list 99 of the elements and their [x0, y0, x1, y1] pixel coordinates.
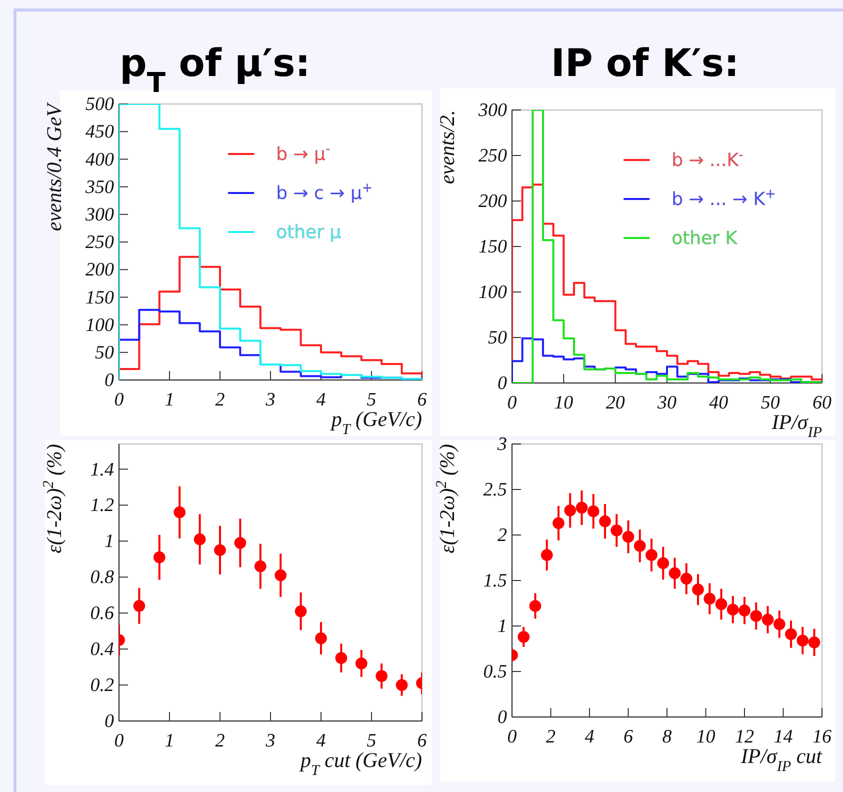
x-tick-label: 6 [624, 726, 634, 748]
x-tick-label: 40 [709, 392, 729, 414]
point [274, 569, 287, 582]
point [726, 604, 739, 616]
y-tick-label: 100 [478, 282, 508, 304]
chart-title: p$_{T}$ of μ′s: [120, 41, 310, 98]
point [796, 634, 809, 646]
point [680, 572, 692, 585]
y-tick-label: 200 [478, 191, 508, 212]
y-tick-label: 50 [488, 328, 508, 349]
y-tick-label: 1.5 [483, 570, 507, 592]
point [646, 549, 658, 561]
legend-label: b → ...K$^{-}$ [672, 148, 744, 171]
point [315, 632, 327, 644]
y-tick-label: 0.4 [90, 639, 114, 660]
y-tick-label: 0.5 [483, 662, 507, 683]
y-axis-title: events/2. [435, 110, 459, 184]
y-tick-label: 300 [478, 100, 508, 122]
y-tick-label: 3 [496, 434, 507, 456]
point [335, 652, 348, 664]
y-tick-label: 250 [86, 232, 114, 254]
x-tick-label: 2 [215, 389, 226, 410]
point [133, 600, 146, 612]
y-tick-label: 0.2 [90, 675, 114, 696]
point [762, 614, 774, 626]
y-axis-title: events/0.4 GeV [42, 102, 66, 232]
y-tick-label: 250 [478, 146, 508, 167]
y-tick-label: 150 [86, 287, 114, 308]
point [599, 515, 611, 528]
y-tick-label: 2.5 [483, 480, 507, 501]
legend-label: other K [672, 228, 738, 249]
point [355, 658, 368, 670]
x-tick-label: 1 [164, 389, 174, 410]
point [254, 560, 266, 572]
legend-label: other μ [276, 222, 342, 243]
y-tick-label: 1.4 [90, 459, 114, 480]
x-tick-label: 1 [164, 730, 174, 752]
y-tick-label: 1.2 [90, 495, 114, 516]
y-tick-label: 0 [498, 373, 508, 394]
x-tick-label: 4 [584, 726, 595, 748]
point [622, 530, 634, 543]
x-tick-label: 8 [662, 726, 672, 748]
point [214, 544, 226, 556]
chart-title: IP of K′s: [550, 41, 740, 85]
x-tick-label: 4 [316, 389, 326, 410]
point [174, 506, 186, 518]
point [773, 618, 786, 630]
point [750, 610, 762, 622]
point [376, 670, 388, 682]
y-tick-label: 300 [84, 204, 114, 226]
point [657, 557, 670, 570]
point [294, 605, 307, 618]
y-tick-label: 100 [86, 314, 114, 336]
y-tick-label: 50 [95, 342, 114, 364]
point [396, 679, 408, 691]
point [552, 517, 564, 530]
point [587, 505, 600, 518]
point [692, 584, 704, 596]
legend-label: b → μ$^{-}$ [276, 142, 330, 165]
y-tick-label: 0.6 [90, 603, 114, 624]
y-tick-label: 350 [84, 176, 114, 198]
y-tick-label: 0 [104, 370, 114, 392]
y-tick-label: 450 [86, 122, 114, 143]
point [715, 598, 728, 610]
point [540, 549, 553, 561]
y-tick-label: 0 [498, 707, 508, 728]
y-tick-label: 1 [498, 616, 507, 638]
point [610, 524, 623, 536]
y-tick-label: 1 [104, 531, 114, 552]
point [634, 540, 646, 552]
point [153, 551, 166, 564]
x-tick-label: 10 [696, 726, 716, 748]
legend-label: b → c → μ$^{+}$ [276, 180, 373, 204]
point [808, 636, 820, 648]
y-tick-label: 500 [86, 94, 114, 116]
legend-label: b → ... → K$^{+}$ [672, 186, 776, 210]
x-tick-label: 10 [554, 392, 574, 414]
x-tick-label: 2 [546, 726, 556, 748]
y-tick-label: 400 [86, 149, 114, 170]
point [234, 537, 246, 549]
x-tick-label: 3 [264, 730, 276, 752]
point [576, 502, 588, 514]
point [785, 628, 797, 640]
point [529, 600, 542, 612]
point [704, 592, 716, 605]
x-tick-label: 20 [606, 392, 626, 414]
point [564, 504, 576, 516]
point [518, 631, 530, 643]
y-tick-label: 2 [498, 525, 508, 546]
y-tick-label: 200 [86, 260, 114, 281]
x-tick-label: 2 [215, 730, 226, 752]
x-tick-label: 30 [656, 392, 677, 414]
point [194, 533, 206, 546]
point [738, 604, 750, 616]
y-tick-label: 0.8 [90, 567, 114, 588]
x-tick-label: 3 [264, 389, 276, 410]
point [668, 567, 681, 580]
y-tick-label: 150 [478, 236, 508, 258]
y-tick-label: 0 [104, 711, 114, 732]
